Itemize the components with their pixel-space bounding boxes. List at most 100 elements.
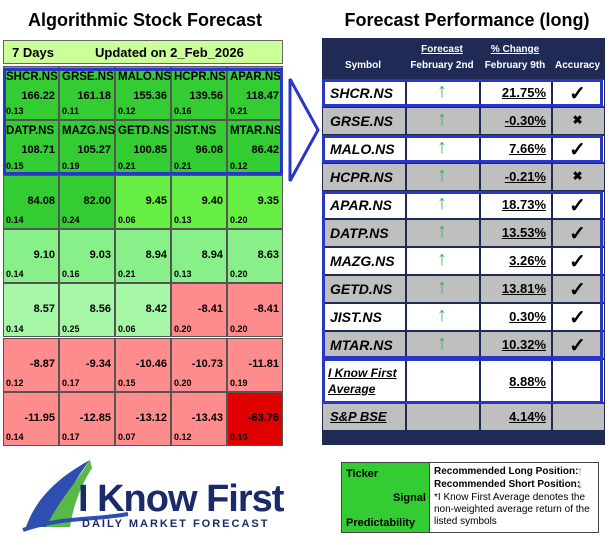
cell-predictability: 0.24: [62, 214, 80, 225]
row-symbol: APAR.NS: [330, 197, 392, 213]
header-change-date: February 9th: [484, 60, 546, 71]
cell-symbol: MAZG.NS: [62, 125, 116, 138]
cell-predictability: 0.12: [118, 106, 136, 117]
cell: [59, 228, 115, 284]
cell: [115, 391, 171, 447]
cell: [227, 174, 283, 229]
cell: [171, 337, 227, 392]
table-cell: [481, 304, 551, 330]
legend-long: Recommended Long Position:: [434, 466, 579, 477]
cell-predictability: 0.13: [6, 106, 24, 117]
cell-symbol: GRSE.NS: [62, 71, 114, 83]
table-cell: [407, 220, 479, 246]
cell-signal: 100.85: [133, 144, 167, 157]
table-cell: [407, 80, 479, 106]
table-cell: [553, 360, 604, 402]
cell-predictability: 0.13: [174, 214, 192, 225]
table-cell: [323, 360, 405, 402]
legend-ticker: Ticker: [346, 468, 379, 480]
cell-signal: 161.18: [77, 90, 111, 102]
benchmark-change: 4.14%: [509, 409, 546, 424]
cell-predictability: 0.16: [174, 106, 192, 117]
cell-predictability: 0.11: [62, 106, 80, 117]
header-change: % Change: [490, 44, 540, 55]
cell-signal: 96.08: [195, 144, 223, 157]
cell-signal: -12.85: [79, 411, 111, 424]
cell-signal: 108.71: [21, 144, 55, 157]
cell-signal: -10.46: [135, 357, 167, 370]
cell-symbol: SHCR.NS: [6, 71, 58, 83]
cell-predictability: 0.20: [230, 269, 248, 280]
table-cell: [323, 248, 405, 274]
cell-predictability: 0.06: [118, 323, 136, 334]
cell-predictability: 0.19: [230, 377, 248, 388]
table-cell: [407, 304, 479, 330]
legend-long-icon: ↑: [577, 464, 583, 478]
cell-predictability: 0.20: [230, 323, 248, 334]
logo-tagline: DAILY MARKET FORECAST: [82, 518, 270, 530]
row-forecast: ↑: [437, 164, 447, 186]
table-cell: [323, 220, 405, 246]
row-symbol: SHCR.NS: [330, 85, 394, 101]
cell-predictability: 0.21: [118, 269, 136, 280]
row-accuracy: ✓: [569, 223, 586, 245]
cell: [59, 66, 115, 121]
row-change: -0.30%: [504, 113, 546, 128]
cell-symbol: GETD.NS: [118, 125, 170, 138]
cell: [171, 228, 227, 284]
table-cell: [407, 108, 479, 134]
cell-signal: 9.45: [145, 194, 167, 207]
cell-signal: 8.56: [89, 303, 111, 316]
cell: [59, 391, 115, 447]
table-cell: [407, 164, 479, 190]
cell: [3, 228, 59, 284]
legend-predictability: Predictability: [346, 517, 416, 529]
cell: [3, 66, 59, 121]
cell-signal: 8.63: [257, 248, 279, 261]
cell: [227, 283, 283, 338]
header-forecast: Forecast: [421, 44, 463, 55]
row-change: -0.21%: [504, 169, 546, 184]
table-cell: [407, 332, 479, 358]
table-cell: [553, 136, 604, 162]
cell: [3, 391, 59, 447]
table-cell: [323, 192, 405, 218]
row-forecast: ↑: [437, 192, 447, 214]
cell-predictability: 0.20: [174, 377, 192, 388]
cell-predictability: 0.07: [118, 432, 136, 443]
cell-predictability: 0.16: [62, 269, 80, 280]
cell: [171, 283, 227, 338]
table-cell: [481, 136, 551, 162]
row-symbol: HCPR.NS: [330, 169, 394, 185]
row-accuracy: ✓: [569, 83, 586, 105]
row-forecast: ↑: [437, 304, 447, 326]
cell-signal: -8.41: [197, 303, 223, 316]
table-cell: [407, 404, 479, 430]
cell: [171, 66, 227, 121]
logo-mark: [22, 460, 129, 532]
row-forecast: ↑: [437, 136, 447, 158]
row-symbol: MAZG.NS: [330, 253, 395, 269]
cell-signal: -11.81: [248, 357, 279, 370]
arrow: [288, 78, 320, 182]
cell-predictability: 0.10: [230, 432, 248, 443]
cell-signal: 86.42: [251, 144, 279, 157]
cell-predictability: 0.14: [6, 432, 24, 443]
average-change: 8.88%: [509, 374, 546, 389]
row-symbol: GRSE.NS: [330, 113, 394, 129]
group-border: [322, 135, 603, 163]
table-cell: [407, 248, 479, 274]
row-accuracy: ✓: [569, 335, 586, 357]
table-cell: [481, 220, 551, 246]
cell-signal: 8.94: [201, 248, 223, 261]
legend-short-icon: ↓: [577, 477, 583, 491]
cell-predictability: 0.21: [230, 106, 248, 117]
cell: [171, 391, 227, 447]
cell-signal: 118.47: [245, 90, 279, 102]
row-accuracy: ✓: [569, 251, 586, 273]
cell: [3, 174, 59, 229]
table-cell: [323, 80, 405, 106]
cell-signal: 105.27: [77, 144, 111, 157]
cell: [115, 228, 171, 284]
row-symbol: GETD.NS: [330, 281, 393, 297]
